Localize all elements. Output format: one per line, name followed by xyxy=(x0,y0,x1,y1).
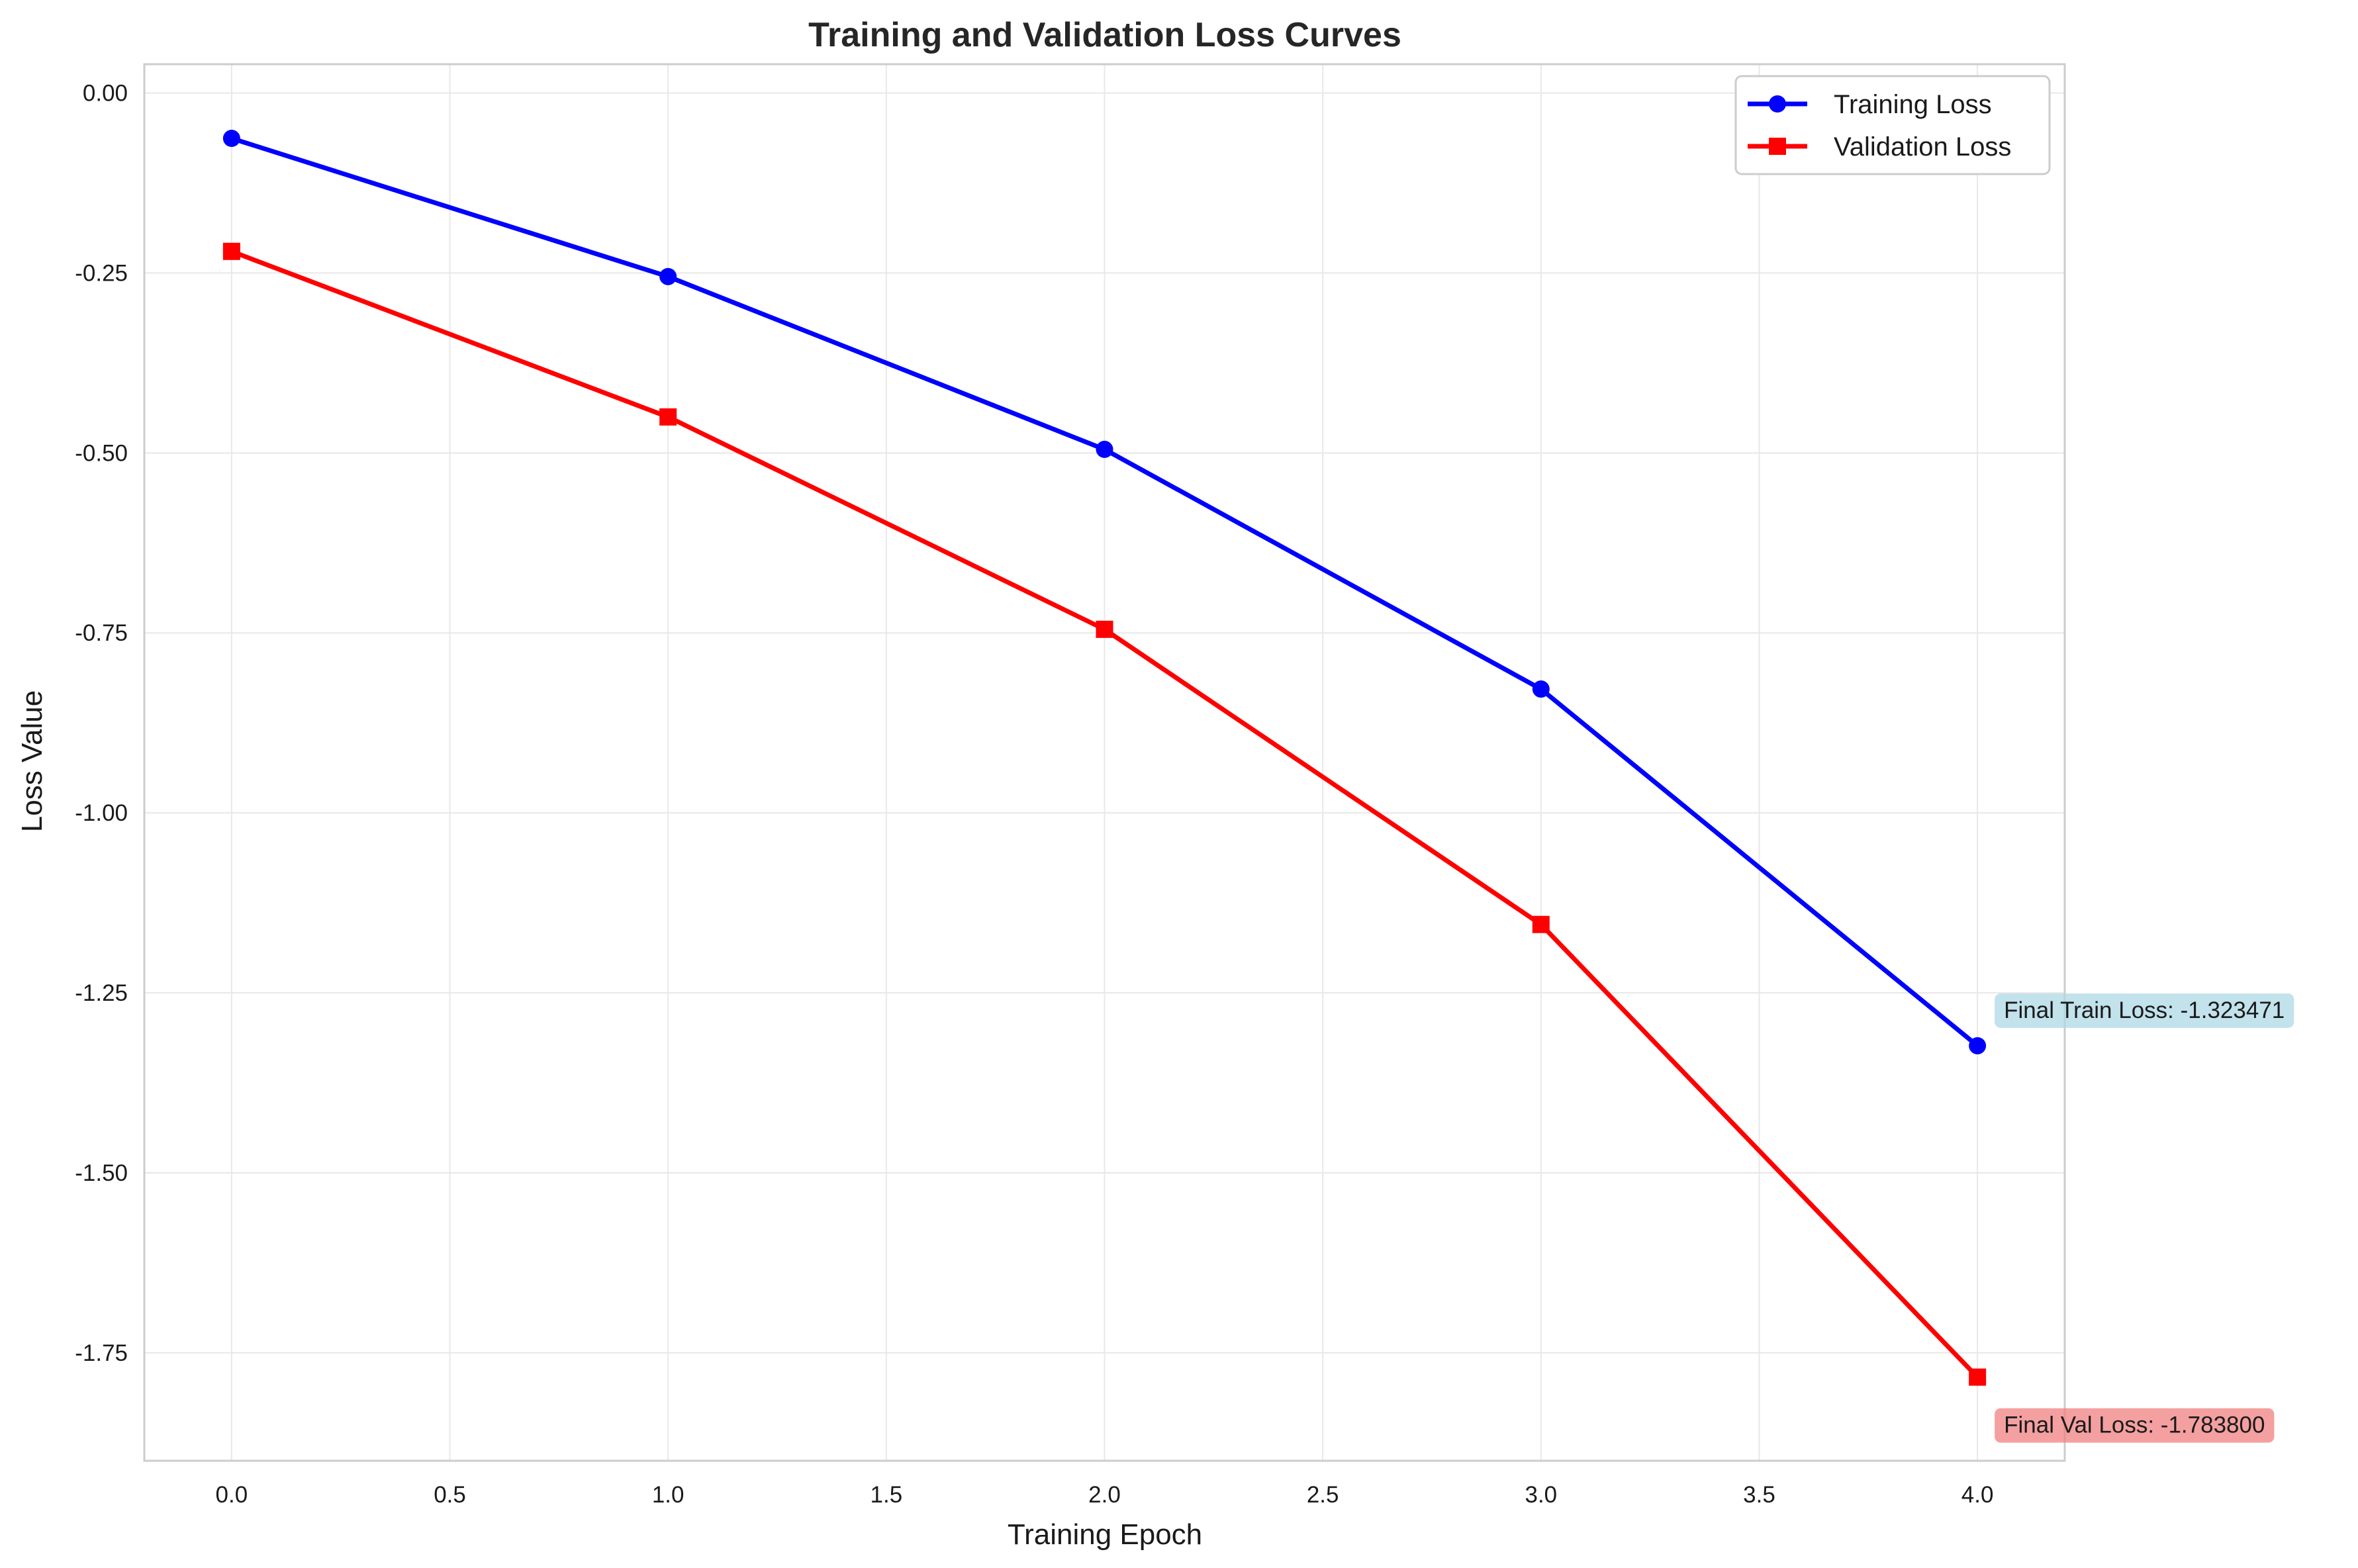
annotation-text-train: Final Train Loss: -1.323471 xyxy=(2004,997,2285,1023)
legend-box xyxy=(1734,75,2051,175)
y-tick-label: -0.50 xyxy=(75,440,128,466)
y-tick-label: 0.00 xyxy=(83,81,128,107)
legend: Training Loss Validation Loss xyxy=(1734,75,2051,175)
legend-label-validation: Validation Loss xyxy=(1834,132,2011,161)
y-tick-label: -1.50 xyxy=(75,1160,128,1186)
x-tick-label: 1.0 xyxy=(652,1482,684,1508)
y-tick-label: -1.00 xyxy=(75,800,128,826)
chart-title: Training and Validation Loss Curves xyxy=(808,16,1401,54)
annotation-box-train xyxy=(1995,993,2294,1028)
legend-marker-training xyxy=(1769,95,1786,113)
x-tick-label: 0.0 xyxy=(216,1482,248,1508)
annotation-box-val xyxy=(1995,1408,2275,1443)
ticks-layer: 0.0 0.5 1.0 1.5 2.0 2.5 3.0 3.5 4.0 0.00 -0.25 -0.5… xyxy=(75,81,1993,1508)
x-tick-label: 2.0 xyxy=(1088,1482,1121,1508)
y-tick-label: -1.25 xyxy=(75,980,128,1006)
data-point-training xyxy=(659,267,677,285)
x-axis-title: Training Epoch xyxy=(1008,1518,1202,1551)
legend-marker-validation xyxy=(1769,138,1786,155)
series-layer xyxy=(222,130,1987,1386)
annotation-text-val: Final Val Loss: -1.783800 xyxy=(2004,1412,2265,1438)
data-point-training xyxy=(1096,440,1113,458)
y-tick-label: -0.25 xyxy=(75,260,128,286)
y-axis-title: Loss Value xyxy=(16,690,48,832)
x-tick-label: 2.5 xyxy=(1307,1482,1339,1508)
data-point-training xyxy=(1532,680,1550,698)
data-point-validation xyxy=(1969,1368,1987,1386)
legend-label-training: Training Loss xyxy=(1834,90,1992,119)
plot-frame xyxy=(143,63,2066,1462)
data-point-training xyxy=(1969,1037,1987,1054)
x-tick-label: 3.0 xyxy=(1525,1482,1557,1508)
data-point-validation xyxy=(659,408,677,426)
x-tick-label: 3.5 xyxy=(1743,1482,1775,1508)
x-tick-label: 0.5 xyxy=(434,1482,466,1508)
x-tick-label: 4.0 xyxy=(1961,1482,1994,1508)
data-point-training xyxy=(222,130,240,148)
y-tick-label: -0.75 xyxy=(75,620,128,646)
data-point-validation xyxy=(1532,915,1550,933)
y-tick-label: -1.75 xyxy=(75,1340,128,1366)
x-tick-label: 1.5 xyxy=(871,1482,903,1508)
data-point-validation xyxy=(222,242,240,260)
annotation-layer: Final Train Loss: -1.323471 Final Val Los… xyxy=(1995,993,2294,1443)
data-point-validation xyxy=(1096,620,1113,638)
